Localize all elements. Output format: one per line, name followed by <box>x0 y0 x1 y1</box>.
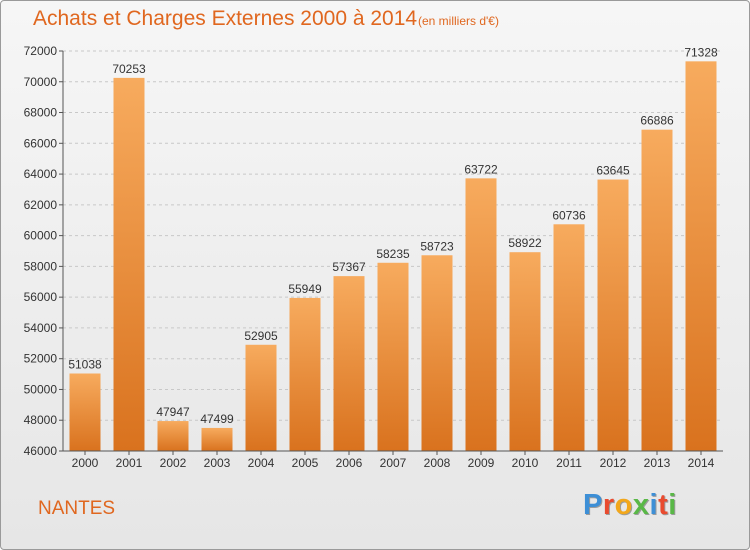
x-tick-label: 2003 <box>204 456 231 470</box>
bar <box>113 77 145 451</box>
y-tick-label: 52000 <box>24 352 58 366</box>
bar <box>377 262 409 451</box>
y-tick-label: 48000 <box>24 413 58 427</box>
x-tick-label: 2013 <box>644 456 671 470</box>
data-label: 58723 <box>420 239 454 253</box>
bar <box>421 255 453 451</box>
bars <box>69 61 717 452</box>
data-label: 58922 <box>508 236 542 250</box>
x-tick-label: 2007 <box>380 456 407 470</box>
x-tick-label: 2002 <box>160 456 187 470</box>
x-tick-label: 2011 <box>556 456 582 470</box>
bar <box>597 179 629 452</box>
logo-letter: t <box>658 489 669 521</box>
bar <box>465 178 497 451</box>
x-tick-label: 2008 <box>424 456 451 470</box>
data-labels: 51038 70253 47947 47499 52905 55949 57367 58235… <box>68 45 718 426</box>
bar <box>69 373 101 451</box>
chart-title: Achats et Charges Externes 2000 à 2014 <box>33 7 418 30</box>
data-label: 47947 <box>156 405 190 419</box>
bar <box>157 421 189 451</box>
x-tick-label: 2006 <box>336 456 363 470</box>
x-axis: 2000 2001 2002 2003 2004 2005 2006 2007 2008 2009… <box>63 450 723 470</box>
x-tick-label: 2012 <box>600 456 627 470</box>
city-name: NANTES <box>38 498 116 519</box>
bar <box>333 276 365 451</box>
data-label: 60736 <box>552 208 586 222</box>
logo-letter: P <box>583 489 603 521</box>
data-label: 63645 <box>596 164 630 178</box>
y-tick-label: 72000 <box>24 44 58 58</box>
y-tick-label: 62000 <box>24 198 58 212</box>
y-tick-label: 68000 <box>24 106 58 120</box>
y-tick-label: 56000 <box>24 290 58 304</box>
x-tick-label: 2004 <box>248 456 275 470</box>
y-tick-label: 64000 <box>24 167 58 181</box>
y-tick-label: 54000 <box>24 321 58 335</box>
data-label: 51038 <box>68 357 102 371</box>
x-tick-label: 2005 <box>292 456 319 470</box>
bar <box>245 344 277 451</box>
x-tick-label: 2010 <box>512 456 539 470</box>
data-label: 52905 <box>244 329 278 343</box>
logo-letter: i <box>649 489 659 521</box>
data-label: 55949 <box>288 282 322 296</box>
proxiti-logo[interactable]: Proxiti <box>583 489 677 522</box>
logo-letter: o <box>614 489 633 521</box>
y-tick-label: 60000 <box>24 229 58 243</box>
data-label: 58235 <box>376 247 410 261</box>
bar <box>685 61 717 451</box>
bar <box>509 252 541 451</box>
data-label: 57367 <box>332 260 366 274</box>
data-label: 71328 <box>684 45 718 59</box>
y-tick-label: 46000 <box>24 444 58 458</box>
y-tick-label: 70000 <box>24 75 58 89</box>
x-tick-label: 2001 <box>116 456 143 470</box>
x-tick-label: 2000 <box>72 456 99 470</box>
x-tick-label: 2014 <box>688 456 715 470</box>
data-label: 66886 <box>640 114 674 128</box>
logo-letter: r <box>602 489 615 521</box>
bar <box>289 297 321 451</box>
bar <box>641 129 673 451</box>
y-tick-label: 58000 <box>24 259 58 273</box>
x-tick-label: 2009 <box>468 456 495 470</box>
y-axis: 46000 48000 50000 52000 54000 56000 58000 60000… <box>24 44 64 458</box>
bar <box>201 427 233 451</box>
logo-letter: i <box>668 489 677 521</box>
data-label: 47499 <box>200 412 234 426</box>
bar <box>553 224 585 451</box>
data-label: 63722 <box>464 162 498 176</box>
y-tick-label: 66000 <box>24 136 58 150</box>
unit-note: (en milliers d'€) <box>418 14 499 28</box>
data-label: 70253 <box>112 62 146 76</box>
logo-letter: x <box>632 489 650 521</box>
y-tick-label: 50000 <box>24 382 58 396</box>
